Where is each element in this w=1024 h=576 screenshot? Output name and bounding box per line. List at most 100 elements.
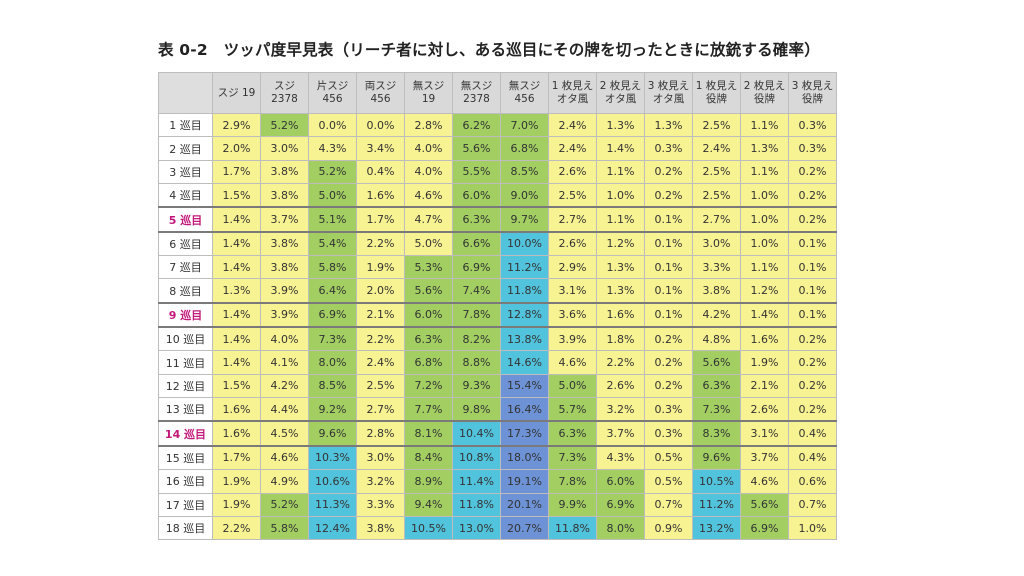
- value-cell: 2.6%: [548, 230, 597, 257]
- value-cell: 11.3%: [308, 492, 357, 517]
- table-title: 表 0-2 ツッパ度早見表（リーチ者に対し、ある巡目にその牌を切ったときに放銃す…: [158, 41, 820, 59]
- table-row: 6 巡目 1.4% 3.8% 5.4% 2.2% 5.0% 6.6% 10.0% 2.6% 1.2…: [158, 230, 837, 257]
- value-cell: 2.7%: [692, 206, 741, 233]
- corner-cell: [158, 72, 213, 114]
- row-label: 14 巡目: [158, 420, 213, 447]
- value-cell: 8.4%: [404, 444, 453, 471]
- value-cell: 1.0%: [788, 515, 837, 541]
- value-cell: 3.1%: [740, 420, 789, 447]
- value-cell: 6.3%: [404, 326, 453, 352]
- value-cell: 4.7%: [404, 206, 453, 233]
- value-cell: 5.0%: [548, 373, 597, 399]
- table-header: スジ 19 スジ 2378 片スジ 456 両スジ 456 無スジ 19 無スジ 2378 無スジ 45…: [158, 72, 837, 114]
- value-cell: 12.8%: [500, 301, 549, 328]
- value-cell: 3.7%: [740, 444, 789, 471]
- table-row: 7 巡目 1.4% 3.8% 5.8% 1.9% 5.3% 6.9% 11.2% 2.9% 1.3…: [158, 255, 837, 280]
- table-row: 10 巡目 1.4% 4.0% 7.3% 2.2% 6.3% 8.2% 13.8% 3.9% 1.…: [158, 326, 837, 352]
- value-cell: 0.1%: [644, 206, 693, 233]
- value-cell: 4.0%: [260, 326, 309, 352]
- value-cell: 18.0%: [500, 444, 549, 471]
- column-header: 2 枚見え 役牌: [740, 72, 789, 114]
- value-cell: 2.5%: [692, 159, 741, 185]
- value-cell: 12.4%: [308, 515, 357, 541]
- value-cell: 3.4%: [356, 136, 405, 161]
- value-cell: 2.9%: [212, 112, 261, 138]
- value-cell: 0.1%: [644, 301, 693, 328]
- row-label: 15 巡目: [158, 444, 213, 471]
- value-cell: 0.6%: [788, 469, 837, 494]
- value-cell: 20.1%: [500, 492, 549, 517]
- value-cell: 0.2%: [788, 326, 837, 352]
- value-cell: 8.1%: [404, 420, 453, 447]
- value-cell: 0.1%: [788, 230, 837, 257]
- value-cell: 0.4%: [788, 444, 837, 471]
- value-cell: 10.4%: [452, 420, 501, 447]
- value-cell: 0.3%: [644, 420, 693, 447]
- table-row: 15 巡目 1.7% 4.6% 10.3% 3.0% 8.4% 10.8% 18.0% 7.3%…: [158, 444, 837, 471]
- value-cell: 2.6%: [548, 159, 597, 185]
- value-cell: 1.4%: [212, 206, 261, 233]
- value-cell: 1.9%: [212, 469, 261, 494]
- value-cell: 1.3%: [596, 255, 645, 280]
- row-label: 3 巡目: [158, 159, 213, 185]
- value-cell: 5.0%: [404, 230, 453, 257]
- value-cell: 11.2%: [692, 492, 741, 517]
- value-cell: 3.7%: [596, 420, 645, 447]
- value-cell: 3.2%: [596, 397, 645, 422]
- value-cell: 1.3%: [740, 136, 789, 161]
- column-header: 1 枚見え オタ風: [548, 72, 597, 114]
- row-label: 8 巡目: [158, 278, 213, 304]
- value-cell: 6.8%: [500, 136, 549, 161]
- value-cell: 2.5%: [692, 112, 741, 138]
- value-cell: 2.9%: [548, 255, 597, 280]
- value-cell: 3.8%: [260, 183, 309, 208]
- value-cell: 0.0%: [356, 112, 405, 138]
- value-cell: 2.5%: [692, 183, 741, 208]
- value-cell: 2.4%: [548, 136, 597, 161]
- value-cell: 1.0%: [740, 183, 789, 208]
- value-cell: 10.5%: [692, 469, 741, 494]
- value-cell: 1.3%: [212, 278, 261, 304]
- row-label: 10 巡目: [158, 326, 213, 352]
- value-cell: 0.3%: [644, 397, 693, 422]
- value-cell: 2.8%: [404, 112, 453, 138]
- value-cell: 1.4%: [212, 301, 261, 328]
- value-cell: 0.1%: [788, 301, 837, 328]
- value-cell: 6.8%: [404, 350, 453, 375]
- value-cell: 1.0%: [740, 206, 789, 233]
- value-cell: 5.8%: [260, 515, 309, 541]
- value-cell: 5.3%: [404, 255, 453, 280]
- value-cell: 1.1%: [740, 112, 789, 138]
- row-label: 17 巡目: [158, 492, 213, 517]
- value-cell: 1.1%: [740, 255, 789, 280]
- value-cell: 1.9%: [356, 255, 405, 280]
- value-cell: 3.9%: [260, 301, 309, 328]
- value-cell: 3.3%: [356, 492, 405, 517]
- value-cell: 6.3%: [692, 373, 741, 399]
- value-cell: 11.8%: [548, 515, 597, 541]
- value-cell: 1.5%: [212, 183, 261, 208]
- value-cell: 2.4%: [692, 136, 741, 161]
- value-cell: 10.0%: [500, 230, 549, 257]
- value-cell: 9.7%: [500, 206, 549, 233]
- value-cell: 1.2%: [740, 278, 789, 304]
- column-header: 1 枚見え 役牌: [692, 72, 741, 114]
- value-cell: 9.0%: [500, 183, 549, 208]
- value-cell: 1.8%: [596, 326, 645, 352]
- value-cell: 5.7%: [548, 397, 597, 422]
- value-cell: 2.7%: [356, 397, 405, 422]
- value-cell: 5.1%: [308, 206, 357, 233]
- value-cell: 2.7%: [548, 206, 597, 233]
- value-cell: 10.6%: [308, 469, 357, 494]
- value-cell: 4.0%: [404, 136, 453, 161]
- value-cell: 5.2%: [260, 112, 309, 138]
- table-row: 1 巡目 2.9% 5.2% 0.0% 0.0% 2.8% 6.2% 7.0% 2.4% 1.3%…: [158, 112, 837, 138]
- value-cell: 5.2%: [260, 492, 309, 517]
- value-cell: 4.8%: [692, 326, 741, 352]
- value-cell: 6.9%: [308, 301, 357, 328]
- value-cell: 3.0%: [260, 136, 309, 161]
- table-row: 4 巡目 1.5% 3.8% 5.0% 1.6% 4.6% 6.0% 9.0% 2.5% 1.0%…: [158, 183, 837, 208]
- value-cell: 4.4%: [260, 397, 309, 422]
- value-cell: 3.0%: [356, 444, 405, 471]
- value-cell: 0.1%: [788, 278, 837, 304]
